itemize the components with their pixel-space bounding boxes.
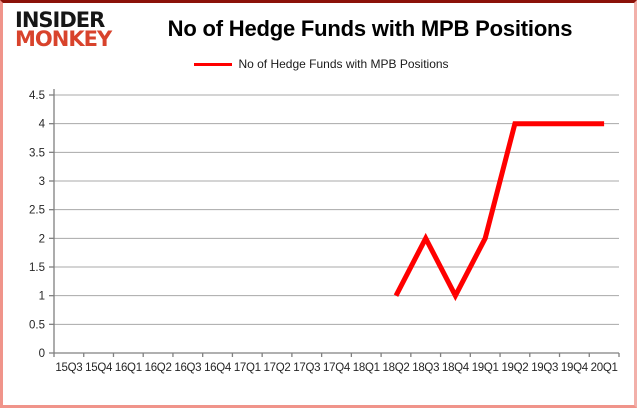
x-tick-label: 19Q4 bbox=[561, 362, 589, 374]
chart-title: No of Hedge Funds with MPB Positions bbox=[167, 16, 573, 41]
x-tick-label: 19Q3 bbox=[531, 362, 558, 374]
x-tick-label: 18Q3 bbox=[412, 362, 439, 374]
x-tick-label: 18Q1 bbox=[353, 362, 380, 374]
legend-label: No of Hedge Funds with MPB Positions bbox=[238, 57, 449, 71]
legend-line-swatch bbox=[194, 62, 233, 66]
x-tick-label: 18Q2 bbox=[383, 362, 410, 374]
line-chart: 0 0.5 1 1.5 2 2.5 3 3.5 4 4.5 15Q3 15Q4 16Q1 16Q2 16Q3… bbox=[29, 89, 620, 374]
y-tick-label: 3.5 bbox=[29, 147, 45, 159]
x-tick-label: 15Q4 bbox=[85, 362, 113, 374]
series-line bbox=[393, 121, 605, 302]
y-tick-label: 2 bbox=[39, 233, 45, 245]
y-tick-label: 0 bbox=[39, 348, 45, 360]
y-tick-label: 4.5 bbox=[29, 90, 45, 102]
x-tick-label: 16Q3 bbox=[174, 362, 201, 374]
x-tick-label: 16Q4 bbox=[204, 362, 232, 374]
x-tick-label: 16Q1 bbox=[115, 362, 142, 374]
x-tick-label: 20Q1 bbox=[591, 362, 618, 374]
legend: No of Hedge Funds with MPB Positions bbox=[3, 57, 634, 71]
y-tick-label: 0.5 bbox=[29, 319, 45, 331]
x-tick-label: 17Q3 bbox=[293, 362, 320, 374]
y-tick-label: 4 bbox=[39, 119, 46, 131]
x-tick-label: 19Q1 bbox=[472, 362, 499, 374]
y-tick-label: 1 bbox=[39, 291, 45, 303]
x-tick-label: 19Q2 bbox=[501, 362, 528, 374]
y-tick-label: 3 bbox=[39, 176, 45, 188]
x-tick-label: 18Q4 bbox=[442, 362, 470, 374]
insider-monkey-logo: INSIDER MONKEY bbox=[15, 8, 112, 52]
x-tick-label: 16Q2 bbox=[145, 362, 172, 374]
y-tick-label: 1.5 bbox=[29, 262, 45, 274]
x-tick-label: 17Q2 bbox=[264, 362, 291, 374]
y-tick-label: 2.5 bbox=[29, 205, 45, 217]
x-tick-label: 15Q3 bbox=[55, 362, 82, 374]
x-tick-label: 17Q1 bbox=[234, 362, 261, 374]
x-tick-label: 17Q4 bbox=[323, 362, 351, 374]
logo-line-monkey: MONKEY bbox=[15, 27, 112, 52]
logo-line-insider: INSIDER bbox=[15, 8, 105, 32]
